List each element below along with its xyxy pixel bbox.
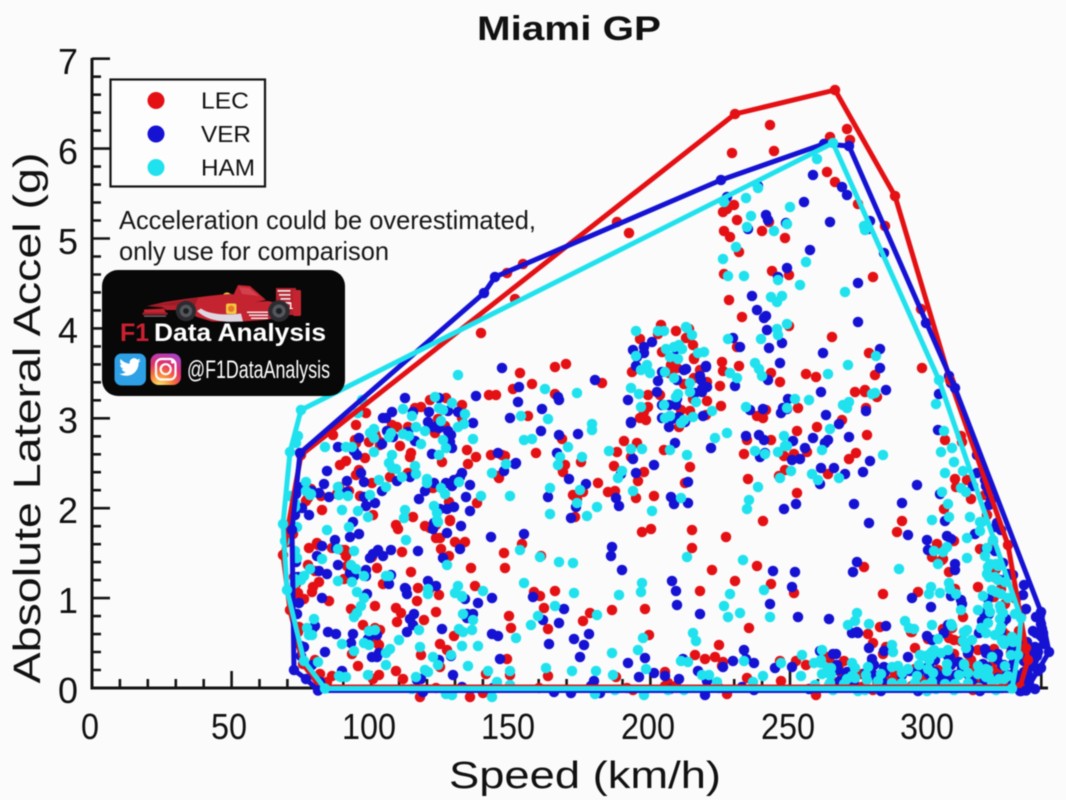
svg-text:250: 250 — [761, 706, 815, 747]
svg-text:0: 0 — [58, 670, 78, 711]
svg-text:200: 200 — [621, 706, 675, 747]
svg-text:5: 5 — [58, 221, 78, 262]
svg-text:Data Analysis: Data Analysis — [154, 319, 326, 347]
svg-text:4: 4 — [58, 310, 78, 351]
svg-text:LEC: LEC — [201, 88, 249, 114]
svg-text:Speed (km/h): Speed (km/h) — [449, 755, 721, 797]
svg-text:300: 300 — [900, 706, 954, 747]
svg-text:1: 1 — [288, 301, 294, 312]
svg-text:@F1DataAnalysis: @F1DataAnalysis — [187, 356, 330, 384]
svg-text:F1: F1 — [120, 319, 149, 347]
svg-text:150: 150 — [481, 706, 535, 747]
svg-text:Miami GP: Miami GP — [477, 10, 661, 48]
svg-text:6: 6 — [58, 131, 78, 172]
svg-text:VER: VER — [201, 121, 251, 147]
svg-text:1: 1 — [58, 580, 78, 621]
svg-text:3: 3 — [58, 400, 78, 441]
svg-text:0: 0 — [81, 706, 99, 747]
svg-text:7: 7 — [58, 41, 78, 82]
svg-text:Acceleration could be overesti: Acceleration could be overestimated, — [119, 205, 536, 235]
svg-text:Absolute Lateral Accel (g): Absolute Lateral Accel (g) — [7, 153, 49, 684]
svg-text:2: 2 — [58, 490, 78, 531]
svg-text:50: 50 — [211, 706, 247, 747]
svg-text:HAM: HAM — [201, 155, 255, 181]
svg-text:100: 100 — [342, 706, 396, 747]
svg-text:only use for comparison: only use for comparison — [119, 236, 389, 266]
